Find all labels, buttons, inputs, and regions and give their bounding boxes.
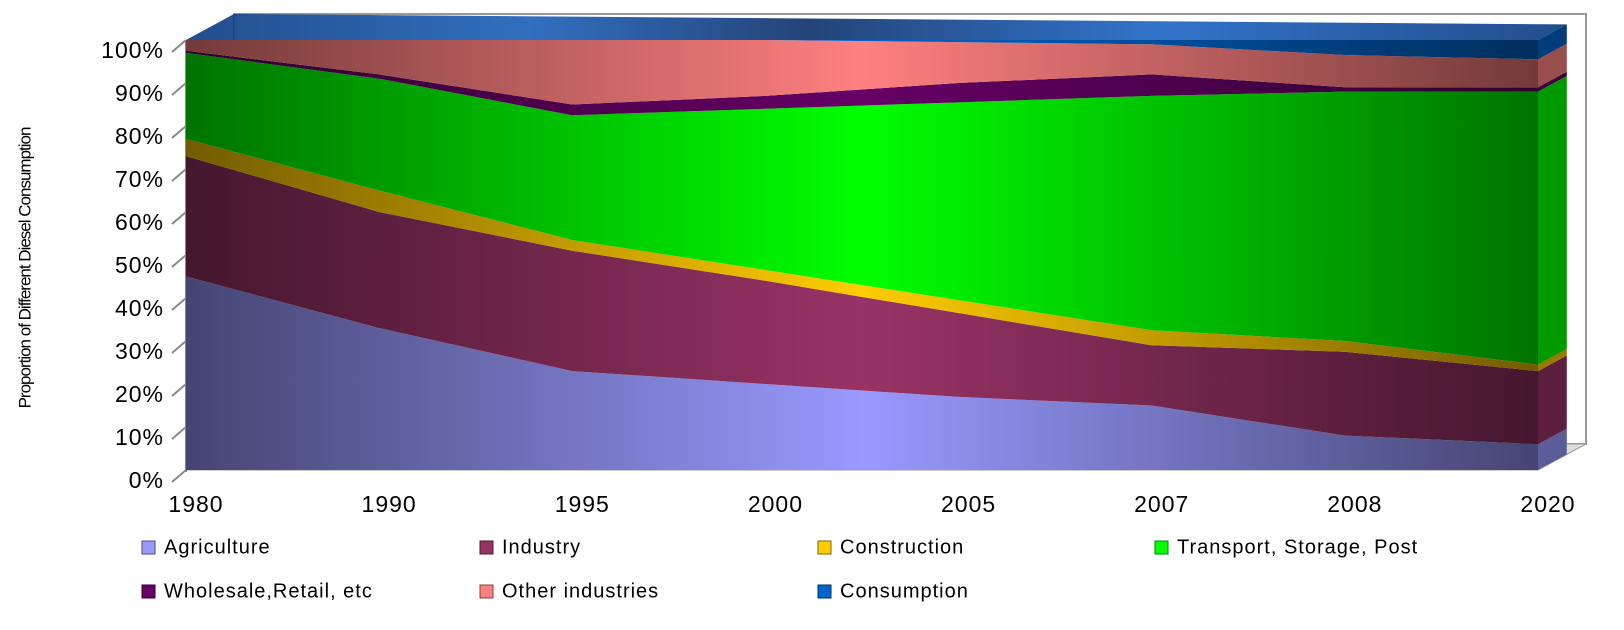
y-tick	[171, 254, 187, 268]
x-tick-label: 2005	[941, 491, 996, 517]
area	[186, 40, 1538, 105]
area-side	[1538, 355, 1567, 445]
legend-swatch	[817, 584, 832, 599]
legend-swatch	[817, 540, 832, 555]
legend-label: Wholesale,Retail, etc	[164, 580, 373, 602]
x-tick-label: 1980	[168, 491, 223, 517]
area-side	[1538, 428, 1567, 470]
y-tick-label: 20%	[115, 381, 164, 407]
legend-swatch	[1154, 540, 1169, 555]
y-tick	[171, 211, 187, 225]
legend-swatch	[141, 540, 156, 555]
area-side	[1538, 349, 1567, 372]
area	[186, 156, 1538, 445]
area-side	[1538, 24, 1567, 60]
y-tick	[171, 340, 187, 354]
legend-swatch	[479, 584, 494, 599]
y-tick	[171, 39, 187, 53]
legend-label: Construction	[840, 536, 964, 558]
y-tick-label: 80%	[115, 123, 164, 149]
y-axis-title: Proportion of Different Diesel Consumpti…	[15, 127, 34, 408]
y-tick-label: 60%	[115, 209, 164, 235]
y-tick-label: 90%	[115, 80, 164, 106]
legend-label: Other industries	[502, 580, 659, 602]
legend-label: Industry	[502, 536, 581, 558]
legend-label: Consumption	[840, 580, 969, 602]
x-tick-label: 2000	[748, 491, 803, 517]
y-tick	[171, 426, 187, 440]
y-tick-label: 70%	[115, 166, 164, 192]
y-tick-label: 10%	[115, 424, 164, 450]
y-tick	[171, 168, 187, 182]
area-side	[1538, 43, 1567, 88]
y-tick	[171, 82, 187, 96]
x-tick-label: 2008	[1327, 491, 1382, 517]
y-tick-label: 100%	[101, 37, 164, 63]
y-tick-label: 50%	[115, 252, 164, 278]
area	[186, 276, 1538, 470]
area	[186, 50, 1538, 116]
top-face	[186, 14, 1567, 40]
y-tick	[171, 125, 187, 139]
area	[186, 40, 1538, 60]
x-tick-label: 2020	[1520, 491, 1575, 517]
y-tick-label: 30%	[115, 338, 164, 364]
x-tick-label: 1995	[555, 491, 610, 517]
y-tick	[171, 383, 187, 397]
y-tick	[171, 469, 187, 483]
legend-label: Agriculture	[164, 536, 271, 558]
area-side	[1538, 71, 1567, 92]
x-tick-label: 2007	[1134, 491, 1189, 517]
area	[186, 52, 1538, 365]
legend-label: Transport, Storage, Post	[1177, 536, 1418, 558]
legend-swatch	[141, 584, 156, 599]
legend-swatch	[479, 540, 494, 555]
y-tick-label: 0%	[129, 467, 164, 493]
area-side	[1538, 76, 1567, 365]
y-tick-label: 40%	[115, 295, 164, 321]
x-tick-label: 1990	[362, 491, 417, 517]
y-tick	[171, 297, 187, 311]
